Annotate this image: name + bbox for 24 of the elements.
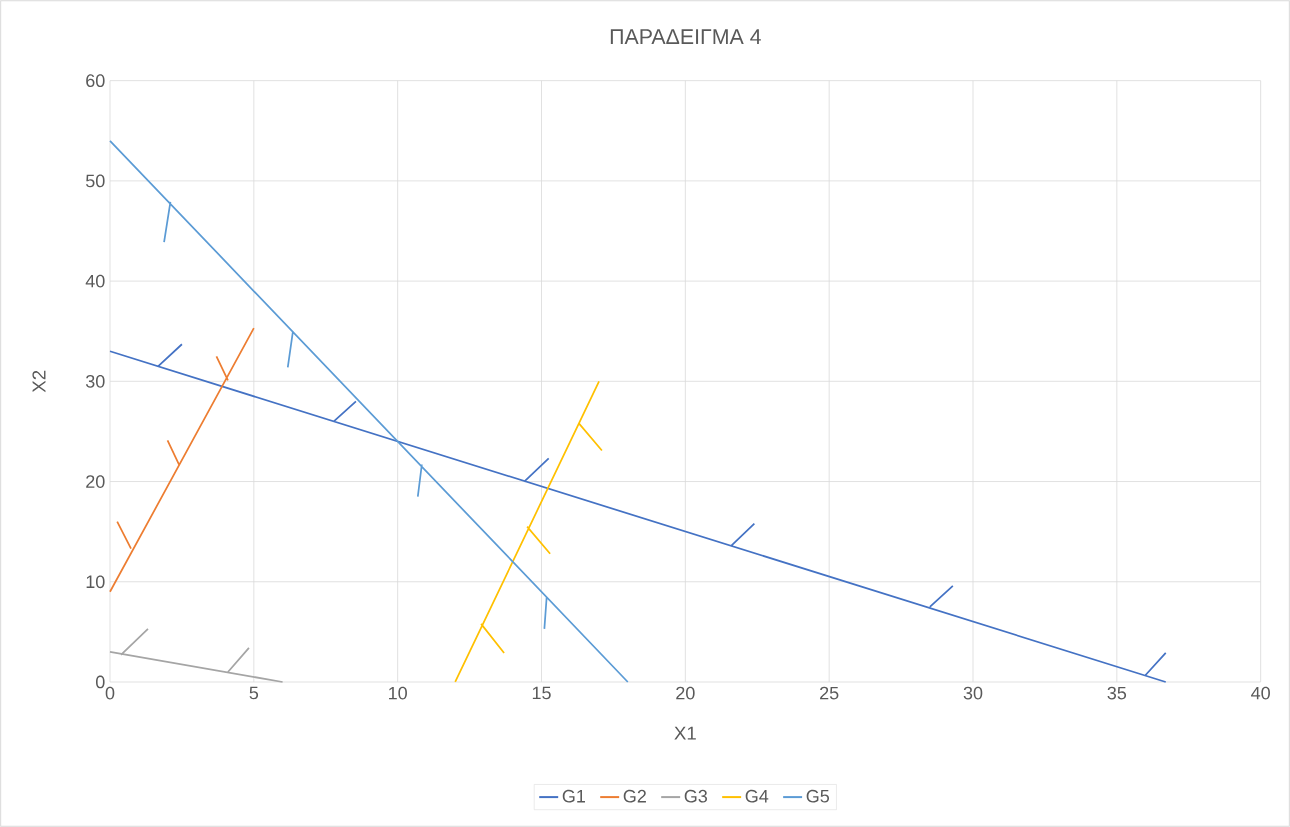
y-tick-label: 10 xyxy=(86,575,105,589)
legend-label: G3 xyxy=(684,789,708,803)
y-tick-label: 60 xyxy=(86,74,105,88)
legend-label: G5 xyxy=(806,789,830,803)
x-axis-title: X1 xyxy=(674,726,696,740)
x-tick-label: 25 xyxy=(820,686,839,700)
legend-label: G2 xyxy=(623,789,646,803)
y-tick-label: 40 xyxy=(85,274,105,288)
y-tick-label: 20 xyxy=(86,475,105,488)
y-tick-label: 50 xyxy=(85,174,105,188)
legend-label: G1 xyxy=(562,789,585,803)
chart-title: ΠΑΡΑΔΕΙΓΜΑ 4 xyxy=(610,29,761,44)
x-tick-label: 10 xyxy=(389,686,407,700)
x-tick-label: 35 xyxy=(1107,686,1127,700)
x-tick-label: 15 xyxy=(532,686,551,700)
x-tick-label: 5 xyxy=(249,686,259,700)
x-tick-label: 40 xyxy=(1251,686,1270,700)
y-tick-label: 0 xyxy=(95,675,105,689)
legend-label: G4 xyxy=(745,789,769,803)
x-tick-label: 20 xyxy=(676,686,695,700)
x-tick-label: 0 xyxy=(105,686,115,700)
y-axis-title: X2 xyxy=(32,370,46,393)
x-tick-label: 30 xyxy=(963,686,983,700)
y-tick-label: 30 xyxy=(85,374,105,388)
